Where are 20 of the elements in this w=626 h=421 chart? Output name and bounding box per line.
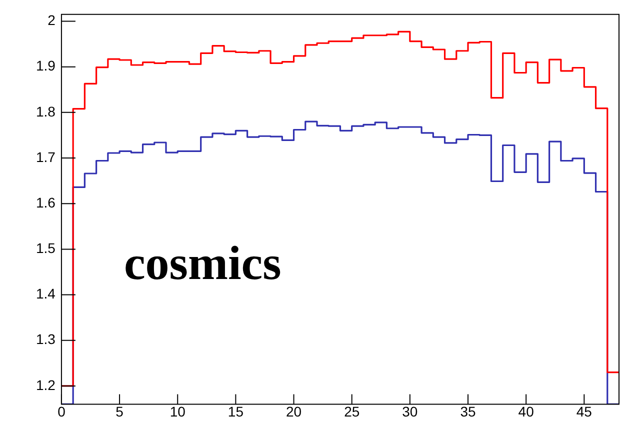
annotation: cosmics xyxy=(124,236,282,291)
y-tick-label: 1.7 xyxy=(36,148,56,165)
x-tick-label: 30 xyxy=(402,403,418,420)
y-tick-label: 2 xyxy=(48,12,56,28)
x-tick-label: 40 xyxy=(518,403,534,420)
y-tick-label: 1.5 xyxy=(36,240,56,256)
y-tick-label: 1.8 xyxy=(36,103,56,120)
y-tick-label: 1.4 xyxy=(36,286,56,302)
x-tick-label: 10 xyxy=(170,403,186,420)
x-tick-label: 0 xyxy=(58,403,66,420)
y-tick-label: 1.6 xyxy=(36,194,56,210)
y-tick-label: 1.9 xyxy=(36,58,56,74)
x-tick-label: 15 xyxy=(228,403,244,420)
y-tick-label: 1.3 xyxy=(36,331,56,348)
y-tick-label: 1.2 xyxy=(36,376,56,393)
x-tick-label: 35 xyxy=(460,403,476,420)
x-tick-label: 20 xyxy=(286,403,302,420)
x-tick-label: 5 xyxy=(116,403,124,420)
x-tick-label: 25 xyxy=(344,403,360,420)
x-tick-label: 45 xyxy=(576,403,592,420)
